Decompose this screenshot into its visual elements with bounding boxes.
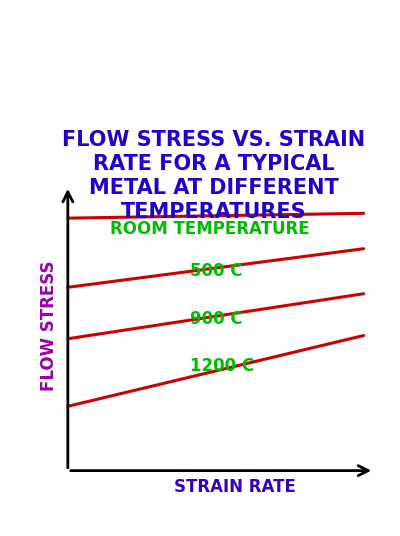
Text: FLOW STRESS: FLOW STRESS xyxy=(40,260,58,391)
Text: 900 C: 900 C xyxy=(190,310,242,329)
Text: 500 C: 500 C xyxy=(190,262,242,280)
Text: STRAIN RATE: STRAIN RATE xyxy=(174,478,296,496)
Text: ROOM TEMPERATURE: ROOM TEMPERATURE xyxy=(110,220,309,239)
Text: FLOW STRESS VS. STRAIN
RATE FOR A TYPICAL
METAL AT DIFFERENT
TEMPERATURES: FLOW STRESS VS. STRAIN RATE FOR A TYPICA… xyxy=(62,130,366,222)
Text: 1200 C: 1200 C xyxy=(190,357,254,375)
